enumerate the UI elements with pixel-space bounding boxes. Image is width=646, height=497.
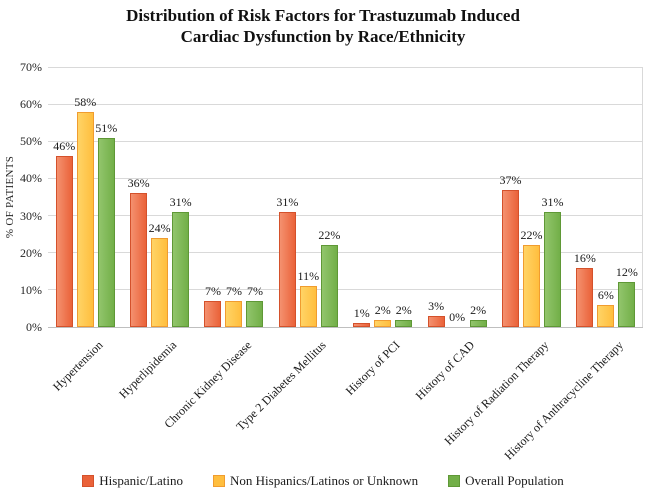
bar-non-hispanics-latinos-or-unknown-history-of-anthracycline-therapy [597, 304, 615, 327]
gridline [48, 140, 643, 142]
bar-overall-population-hypertension [97, 137, 115, 327]
bar-overall-population-hyperlipidemia [172, 211, 190, 327]
value-label: 31% [169, 194, 192, 209]
legend-item-overall-population: Overall Population [448, 473, 564, 489]
value-label: 1% [353, 306, 370, 321]
value-label: 2% [395, 302, 412, 317]
value-label: 2% [470, 302, 487, 317]
chart-title-line-2: Cardiac Dysfunction by Race/Ethnicity [180, 27, 466, 46]
value-label: 6% [597, 287, 614, 302]
bar-overall-population-history-of-pci [395, 319, 413, 327]
y-tick-label: 0% [26, 320, 42, 334]
x-axis-label: History of CAD [412, 338, 477, 403]
gridline [48, 289, 643, 291]
value-label: 3% [428, 298, 445, 313]
gridline [48, 66, 643, 68]
value-label: 2% [374, 302, 391, 317]
value-label: 58% [74, 94, 97, 109]
value-label: 12% [615, 265, 638, 280]
value-label: 51% [95, 120, 118, 135]
bar-hispanic-latino-history-of-cad [427, 315, 445, 327]
plot-right-border [642, 67, 643, 327]
legend-label: Non Hispanics/Latinos or Unknown [230, 473, 419, 488]
y-tick-label: 20% [20, 245, 42, 260]
legend-swatch-icon [448, 475, 461, 487]
y-tick-label: 30% [20, 208, 42, 223]
bar-overall-population-type-2-diabetes-mellitus [320, 245, 338, 327]
bar-hispanic-latino-chronic-kidney-disease [204, 301, 222, 327]
legend: Hispanic/Latino Non Hispanics/Latinos or … [0, 473, 646, 489]
bar-non-hispanics-latinos-or-unknown-hyperlipidemia [151, 237, 169, 327]
bar-hispanic-latino-history-of-radiation-therapy [501, 189, 519, 327]
y-tick-label: 60% [20, 97, 42, 112]
value-label: 11% [297, 269, 320, 284]
y-tick-label: 40% [20, 171, 42, 186]
bar-non-hispanics-latinos-or-unknown-history-of-radiation-therapy [522, 245, 540, 327]
bar-non-hispanics-latinos-or-unknown-type-2-diabetes-mellitus [299, 286, 317, 327]
bar-non-hispanics-latinos-or-unknown-chronic-kidney-disease [225, 301, 243, 327]
bar-overall-population-history-of-anthracycline-therapy [618, 282, 636, 327]
bar-hispanic-latino-hypertension [55, 156, 73, 327]
value-label: 24% [148, 220, 171, 235]
legend-label: Hispanic/Latino [99, 473, 184, 488]
x-axis-label: History of Anthracycline Therapy [501, 338, 626, 463]
bar-non-hispanics-latinos-or-unknown-history-of-pci [374, 319, 392, 327]
gridline [48, 215, 643, 217]
value-label: 22% [318, 228, 341, 243]
x-axis-label: Hyperlipidemia [116, 338, 180, 402]
legend-item-hispanic-latino: Hispanic/Latino [82, 473, 183, 489]
x-axis-line [48, 326, 643, 328]
bar-overall-population-history-of-radiation-therapy [543, 211, 561, 327]
value-label: 37% [499, 172, 522, 187]
value-label: 7% [246, 284, 263, 298]
value-label: 31% [276, 194, 299, 209]
y-tick-label: 50% [20, 134, 42, 149]
gridline [48, 103, 643, 105]
bar-hispanic-latino-history-of-anthracycline-therapy [576, 267, 594, 327]
legend-swatch-icon [213, 475, 226, 487]
value-label: 16% [573, 250, 596, 265]
value-label: 36% [127, 176, 150, 191]
legend-swatch-icon [82, 475, 95, 487]
gridline [48, 252, 643, 254]
legend-label: Overall Population [465, 473, 564, 488]
value-label: 7% [204, 284, 221, 298]
bar-overall-population-chronic-kidney-disease [246, 301, 264, 327]
value-label: 46% [53, 139, 76, 154]
bar-hispanic-latino-hyperlipidemia [130, 193, 148, 327]
bar-hispanic-latino-type-2-diabetes-mellitus [278, 211, 296, 327]
value-label: 7% [225, 284, 242, 298]
value-label: 31% [541, 194, 564, 209]
x-axis-label: Hypertension [49, 338, 106, 394]
chart-title-line-1: Distribution of Risk Factors for Trastuz… [126, 6, 520, 25]
y-tick-label: 70% [20, 60, 42, 74]
legend-item-non-hispanics-latinos-or-unknown: Non Hispanics/Latinos or Unknown [213, 473, 418, 489]
x-axis-label: History of PCI [342, 338, 403, 398]
value-label: 0% [449, 310, 466, 324]
chart-title: Distribution of Risk Factors for Trastuz… [0, 5, 646, 47]
bar-non-hispanics-latinos-or-unknown-hypertension [76, 111, 94, 327]
y-tick-label: 10% [20, 282, 42, 297]
gridline [48, 177, 643, 179]
bar-hispanic-latino-history-of-pci [353, 323, 371, 327]
bar-overall-population-history-of-cad [469, 319, 487, 327]
value-label: 22% [520, 228, 543, 243]
